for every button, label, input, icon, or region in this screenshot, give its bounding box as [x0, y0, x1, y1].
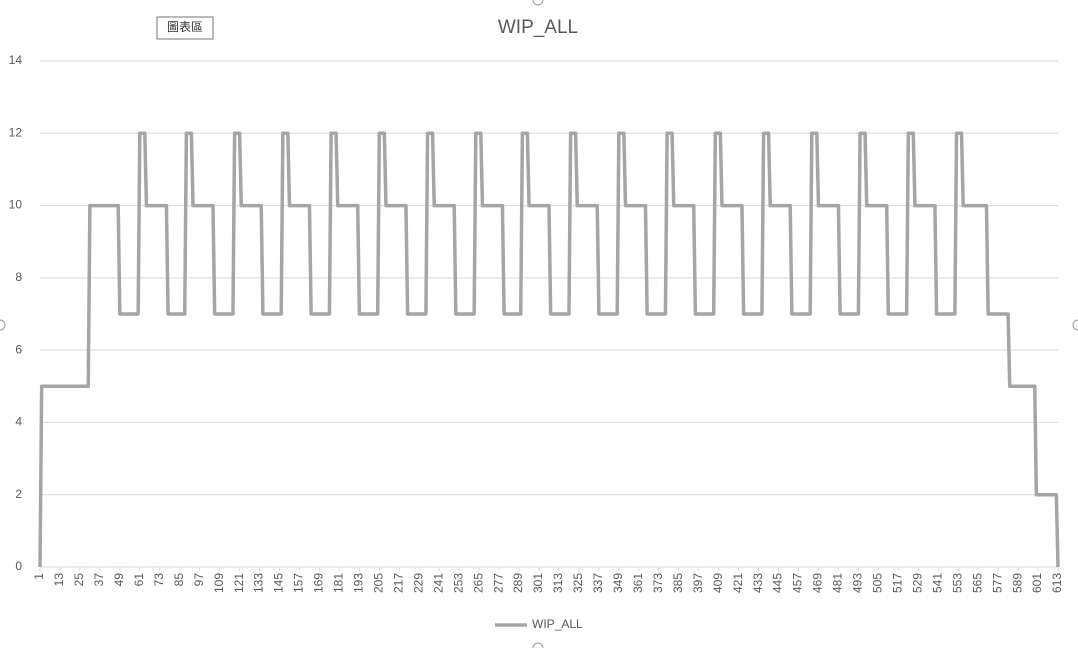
x-tick-label: 313	[551, 573, 565, 593]
x-tick-label: 433	[751, 573, 765, 593]
y-tick-label: 2	[15, 487, 22, 501]
x-tick-label: 361	[631, 573, 645, 593]
x-tick-label: 457	[791, 573, 805, 593]
x-tick-label: 577	[990, 573, 1004, 593]
x-tick-label: 193	[352, 573, 366, 593]
x-tick-label: 589	[1010, 573, 1024, 593]
x-tick-label: 553	[950, 573, 964, 593]
x-tick-label: 325	[571, 573, 585, 593]
x-tick-label: 613	[1050, 573, 1064, 593]
x-tick-label: 505	[871, 573, 885, 593]
x-tick-label: 109	[212, 573, 226, 593]
x-tick-label: 133	[252, 573, 266, 593]
x-tick-label: 493	[851, 573, 865, 593]
x-tick-label: 121	[232, 573, 246, 593]
resize-handle[interactable]	[0, 319, 6, 331]
x-tick-label: 409	[711, 573, 725, 593]
chart-title: WIP_ALL	[498, 17, 578, 38]
y-tick-label: 6	[15, 342, 22, 356]
x-tick-label: 73	[152, 573, 166, 587]
x-tick-label: 565	[970, 573, 984, 593]
x-tick-label: 349	[611, 573, 625, 593]
legend-label: WIP_ALL	[532, 617, 583, 631]
x-tick-label: 397	[691, 573, 705, 593]
x-tick-label: 13	[52, 573, 66, 587]
x-tick-label: 25	[72, 573, 86, 587]
x-tick-label: 541	[930, 573, 944, 593]
x-tick-label: 145	[272, 573, 286, 593]
x-tick-label: 229	[411, 573, 425, 593]
y-tick-label: 14	[9, 53, 23, 67]
x-tick-label: 61	[132, 573, 146, 587]
x-tick-label: 205	[372, 573, 386, 593]
x-tick-label: 517	[890, 573, 904, 593]
x-tick-label: 301	[531, 573, 545, 593]
x-tick-label: 181	[332, 573, 346, 593]
x-tick-label: 529	[910, 573, 924, 593]
x-tick-label: 277	[491, 573, 505, 593]
x-tick-label: 169	[312, 573, 326, 593]
x-tick-label: 253	[451, 573, 465, 593]
x-tick-label: 217	[391, 573, 405, 593]
tooltip: 圖表區	[167, 20, 203, 34]
resize-handle[interactable]	[532, 0, 544, 6]
x-tick-label: 445	[771, 573, 785, 593]
y-tick-label: 8	[15, 270, 22, 284]
x-tick-label: 1	[32, 573, 46, 580]
y-tick-label: 10	[9, 198, 23, 212]
x-tick-label: 157	[292, 573, 306, 593]
y-tick-label: 4	[15, 415, 22, 429]
x-tick-label: 289	[511, 573, 525, 593]
x-tick-label: 49	[112, 573, 126, 587]
x-tick-label: 421	[731, 573, 745, 593]
tooltip-box	[156, 16, 214, 40]
x-tick-label: 469	[811, 573, 825, 593]
x-tick-label: 241	[431, 573, 445, 593]
x-tick-label: 85	[172, 573, 186, 587]
x-tick-label: 481	[831, 573, 845, 593]
x-tick-label: 385	[671, 573, 685, 593]
resize-handle[interactable]	[532, 642, 544, 648]
series-line	[38, 131, 1060, 568]
x-tick-label: 97	[192, 573, 206, 587]
y-tick-label: 0	[15, 559, 22, 573]
x-tick-label: 601	[1030, 573, 1044, 593]
x-tick-label: 37	[92, 573, 106, 587]
plot	[38, 131, 1060, 568]
x-tick-label: 337	[591, 573, 605, 593]
x-tick-label: 265	[471, 573, 485, 593]
y-tick-label: 12	[9, 125, 23, 139]
x-tick-label: 373	[651, 573, 665, 593]
resize-handle[interactable]	[1072, 319, 1078, 331]
